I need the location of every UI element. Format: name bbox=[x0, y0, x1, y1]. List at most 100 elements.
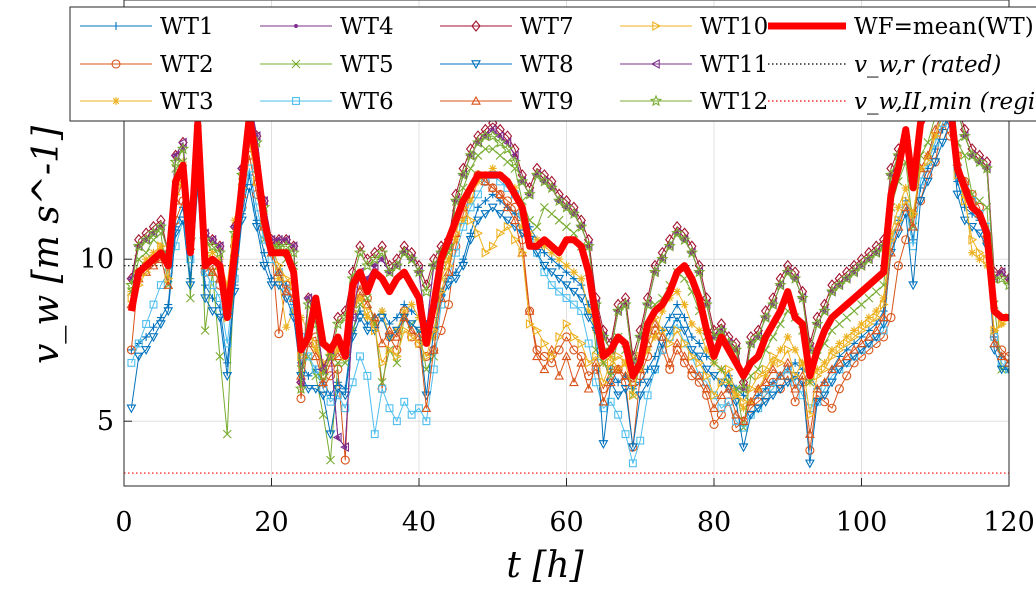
data-point bbox=[607, 357, 616, 368]
data-point bbox=[539, 202, 549, 212]
data-point bbox=[672, 313, 683, 323]
data-point bbox=[974, 229, 985, 239]
data-point bbox=[385, 344, 395, 355]
data-point bbox=[368, 252, 381, 265]
data-point bbox=[185, 293, 195, 303]
data-point bbox=[405, 252, 418, 265]
data-point bbox=[539, 364, 550, 374]
data-point bbox=[688, 351, 698, 362]
data-point bbox=[400, 307, 409, 316]
data-point bbox=[546, 268, 557, 278]
data-point bbox=[554, 215, 564, 225]
legend-entry: v_w,II,min (region II min) bbox=[768, 89, 1036, 115]
data-point bbox=[753, 404, 764, 414]
data-point bbox=[717, 404, 726, 413]
data-point bbox=[709, 358, 719, 368]
data-point bbox=[149, 300, 158, 309]
data-point bbox=[376, 246, 389, 258]
x-tick-label: 100 bbox=[836, 507, 888, 538]
data-point bbox=[687, 332, 696, 341]
legend-label: WT5 bbox=[340, 52, 394, 78]
data-point bbox=[636, 436, 645, 445]
data-point bbox=[378, 307, 387, 316]
data-point bbox=[1004, 357, 1009, 367]
data-point bbox=[990, 325, 1000, 336]
data-point bbox=[759, 311, 772, 323]
data-point bbox=[835, 339, 844, 348]
data-point bbox=[532, 351, 542, 361]
data-point bbox=[429, 365, 438, 374]
data-point bbox=[362, 326, 373, 336]
data-point bbox=[966, 149, 979, 161]
data-point bbox=[716, 410, 726, 420]
data-point bbox=[569, 300, 578, 309]
data-point bbox=[376, 254, 386, 265]
data-point bbox=[495, 123, 505, 136]
data-point bbox=[310, 385, 321, 394]
data-point bbox=[378, 384, 387, 393]
data-point bbox=[540, 338, 550, 349]
data-point bbox=[222, 429, 232, 439]
data-point bbox=[679, 326, 690, 336]
data-point bbox=[835, 344, 845, 355]
data-point bbox=[428, 344, 439, 354]
data-point bbox=[783, 259, 793, 272]
data-point bbox=[280, 239, 293, 252]
data-point bbox=[508, 155, 521, 168]
data-point bbox=[274, 329, 284, 339]
data-point bbox=[303, 385, 314, 394]
data-point bbox=[666, 338, 675, 349]
data-point bbox=[627, 377, 638, 387]
data-point bbox=[319, 358, 328, 367]
data-point bbox=[495, 151, 505, 160]
data-point bbox=[989, 338, 1000, 348]
data-point bbox=[518, 222, 527, 231]
data-point bbox=[488, 164, 497, 173]
legend-label: WT7 bbox=[520, 14, 574, 40]
data-point bbox=[673, 287, 682, 296]
data-point bbox=[273, 267, 284, 276]
legend-entry: WT11 bbox=[620, 52, 768, 78]
data-point bbox=[878, 312, 889, 322]
data-point bbox=[872, 307, 881, 316]
data-point bbox=[923, 170, 933, 180]
data-point bbox=[533, 325, 543, 336]
data-point bbox=[474, 228, 484, 239]
data-point bbox=[576, 214, 586, 227]
data-point bbox=[112, 22, 120, 30]
data-point bbox=[157, 241, 167, 252]
data-point bbox=[341, 404, 350, 413]
data-point bbox=[363, 313, 372, 322]
legend-entry: WT1 bbox=[80, 14, 214, 40]
data-point bbox=[369, 312, 380, 322]
data-point bbox=[848, 265, 861, 278]
data-point bbox=[474, 190, 482, 199]
data-point bbox=[436, 292, 447, 302]
data-point bbox=[501, 142, 514, 155]
legend-label: v_w,r (rated) bbox=[854, 52, 1001, 78]
data-point bbox=[811, 317, 824, 330]
data-point bbox=[652, 21, 662, 31]
legend-entry: WT6 bbox=[260, 89, 394, 115]
data-point bbox=[294, 382, 308, 395]
data-point bbox=[575, 220, 588, 233]
data-point bbox=[716, 318, 727, 330]
series-line bbox=[127, 41, 1009, 380]
data-point bbox=[274, 274, 283, 283]
data-point bbox=[244, 184, 255, 194]
x-tick-label: 60 bbox=[549, 507, 583, 538]
data-point bbox=[259, 261, 270, 271]
data-point bbox=[909, 208, 919, 219]
data-point bbox=[686, 364, 697, 374]
data-point bbox=[672, 338, 683, 348]
data-point bbox=[406, 320, 417, 330]
data-point bbox=[658, 325, 668, 336]
data-point bbox=[752, 330, 765, 343]
legend-entry: WT9 bbox=[440, 89, 574, 115]
data-point bbox=[326, 455, 335, 465]
legend-entry: v_w,r (rated) bbox=[768, 52, 1001, 78]
data-point bbox=[576, 294, 587, 304]
data-point bbox=[614, 378, 623, 387]
data-point bbox=[547, 281, 556, 290]
data-point bbox=[671, 226, 684, 239]
